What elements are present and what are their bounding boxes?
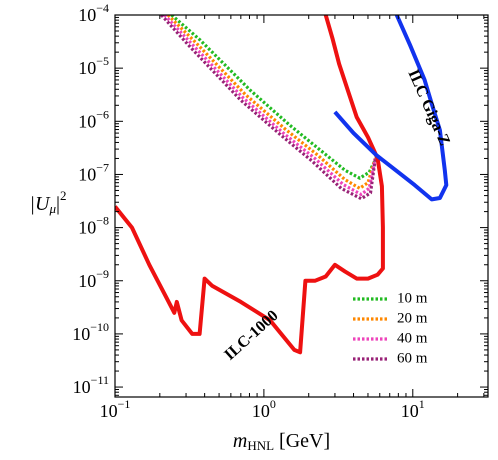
tick-exponent: −4 [96,1,109,15]
series-line [115,15,385,355]
tick-base: 10 [78,111,96,131]
tick-exponent: −5 [96,54,109,68]
plot-frame [114,14,489,398]
y-tick-label: 10−9 [78,267,109,291]
tick-exponent: −10 [90,320,109,334]
tick-exponent: −8 [96,213,109,227]
y-tick-label: 10−11 [73,373,109,397]
series-line [333,15,449,202]
y-tick-label: 10−7 [78,160,109,184]
tick-base: 10 [73,377,91,397]
label-part: |U [30,193,51,215]
tick-base: 10 [100,401,118,421]
y-tick-label: 10−4 [78,1,109,25]
label-sub: HNL [247,438,274,453]
tick-base: 10 [78,165,96,185]
x-tick-label: 100 [252,397,276,421]
tick-base: 10 [72,324,90,344]
tick-base: 10 [78,58,96,78]
y-tick-label: 10−6 [78,107,109,131]
legend-label: 40 m [397,330,428,346]
tick-base: 10 [78,5,96,25]
tick-exponent: −11 [91,373,109,387]
tick-base: 10 [78,271,96,291]
legend-label: 60 m [397,350,428,366]
tick-base: 10 [252,401,270,421]
y-tick-label: 10−10 [72,320,109,344]
series-line [160,15,377,201]
tick-exponent: −9 [96,267,109,281]
tick-exponent: 1 [419,397,425,411]
legend-label: 20 m [397,310,428,326]
label-part: | [56,193,60,215]
series-annotation: ILC-1000 [221,307,281,364]
y-tick-label: 10−8 [78,213,109,237]
tick-exponent: −6 [96,107,109,121]
series-annotation: ILC Giga-Z [404,67,453,148]
series-line [163,15,377,197]
tick-base: 10 [401,401,419,421]
x-tick-label: 101 [401,397,425,421]
label-part: m [233,430,247,452]
x-tick-label: 10−1 [100,397,131,421]
y-axis-label: |Uμ|2 [30,188,67,216]
legend-label: 10 m [397,290,428,306]
label-sup: 2 [60,188,67,203]
label-sub: μ [48,201,56,216]
tick-exponent: −7 [96,160,109,174]
tick-exponent: −1 [118,397,131,411]
plot-area [115,15,449,355]
series-line [170,15,380,180]
label-part: [GeV] [274,430,330,452]
tick-exponent: 0 [270,397,276,411]
y-tick-label: 10−5 [78,54,109,78]
x-axis-label: mHNL [GeV] [233,430,330,453]
series-line [166,15,377,190]
tick-base: 10 [78,218,96,238]
